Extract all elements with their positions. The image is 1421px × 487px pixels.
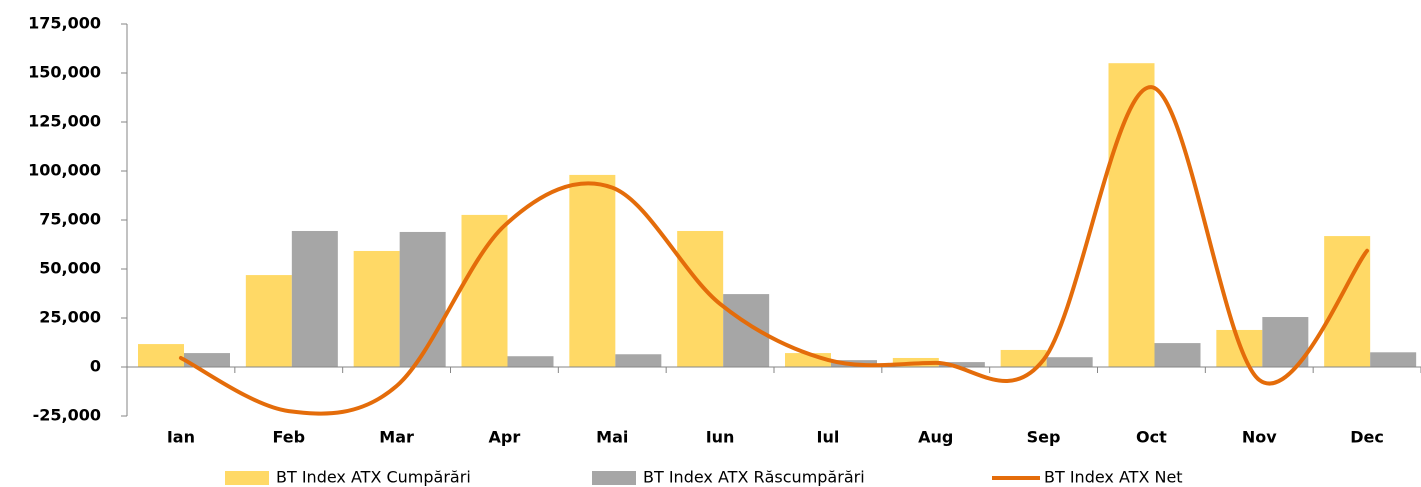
- legend-swatch: [592, 471, 636, 485]
- y-tick-label: 125,000: [28, 112, 101, 131]
- legend-swatch: [225, 471, 269, 485]
- x-tick-label: Nov: [1242, 428, 1277, 447]
- legend: BT Index ATX Cumpărări BT Index ATX Răscu…: [225, 468, 1183, 487]
- bar: [1000, 349, 1047, 367]
- bar: [938, 362, 985, 367]
- x-tick-label: Mar: [379, 428, 414, 447]
- line: [178, 85, 1370, 416]
- x-tick-label: Ian: [167, 428, 195, 447]
- x-tick-label: Iul: [817, 428, 840, 447]
- x-tick-label: Apr: [489, 428, 521, 447]
- legend-label: BT Index ATX Cumpărări: [276, 468, 471, 487]
- x-tick-label: Mai: [596, 428, 628, 447]
- y-tick-label: 175,000: [28, 14, 101, 33]
- y-tick-label: 75,000: [39, 210, 101, 229]
- bar: [1046, 357, 1093, 367]
- bar: [291, 230, 338, 367]
- y-tick-label: 50,000: [39, 259, 101, 278]
- y-tick-label: 150,000: [28, 63, 101, 82]
- bar: [245, 275, 292, 367]
- bar: [615, 354, 662, 367]
- bar: [1154, 343, 1201, 367]
- y-tick-label: -25,000: [33, 406, 101, 425]
- bar: [184, 353, 230, 367]
- bar: [353, 250, 400, 367]
- bar: [569, 174, 616, 367]
- x-tick-label: Dec: [1350, 428, 1384, 447]
- x-tick-label: Aug: [918, 428, 953, 447]
- bar: [507, 356, 554, 367]
- x-tick-label: Iun: [706, 428, 735, 447]
- y-tick-label: 100,000: [28, 161, 101, 180]
- bar: [461, 214, 508, 367]
- y-tick-label: 25,000: [39, 308, 101, 327]
- legend-label: BT Index ATX Net: [1044, 468, 1183, 487]
- x-tick-label: Feb: [272, 428, 305, 447]
- bar: [138, 344, 184, 367]
- y-tick-label: 0: [90, 357, 101, 376]
- legend-label: BT Index ATX Răscumpărări: [643, 468, 865, 487]
- x-tick-label: Oct: [1136, 428, 1167, 447]
- bar: [1108, 63, 1155, 367]
- x-tick-label: Sep: [1027, 428, 1061, 447]
- bar: [1370, 352, 1417, 367]
- bar: [399, 231, 446, 367]
